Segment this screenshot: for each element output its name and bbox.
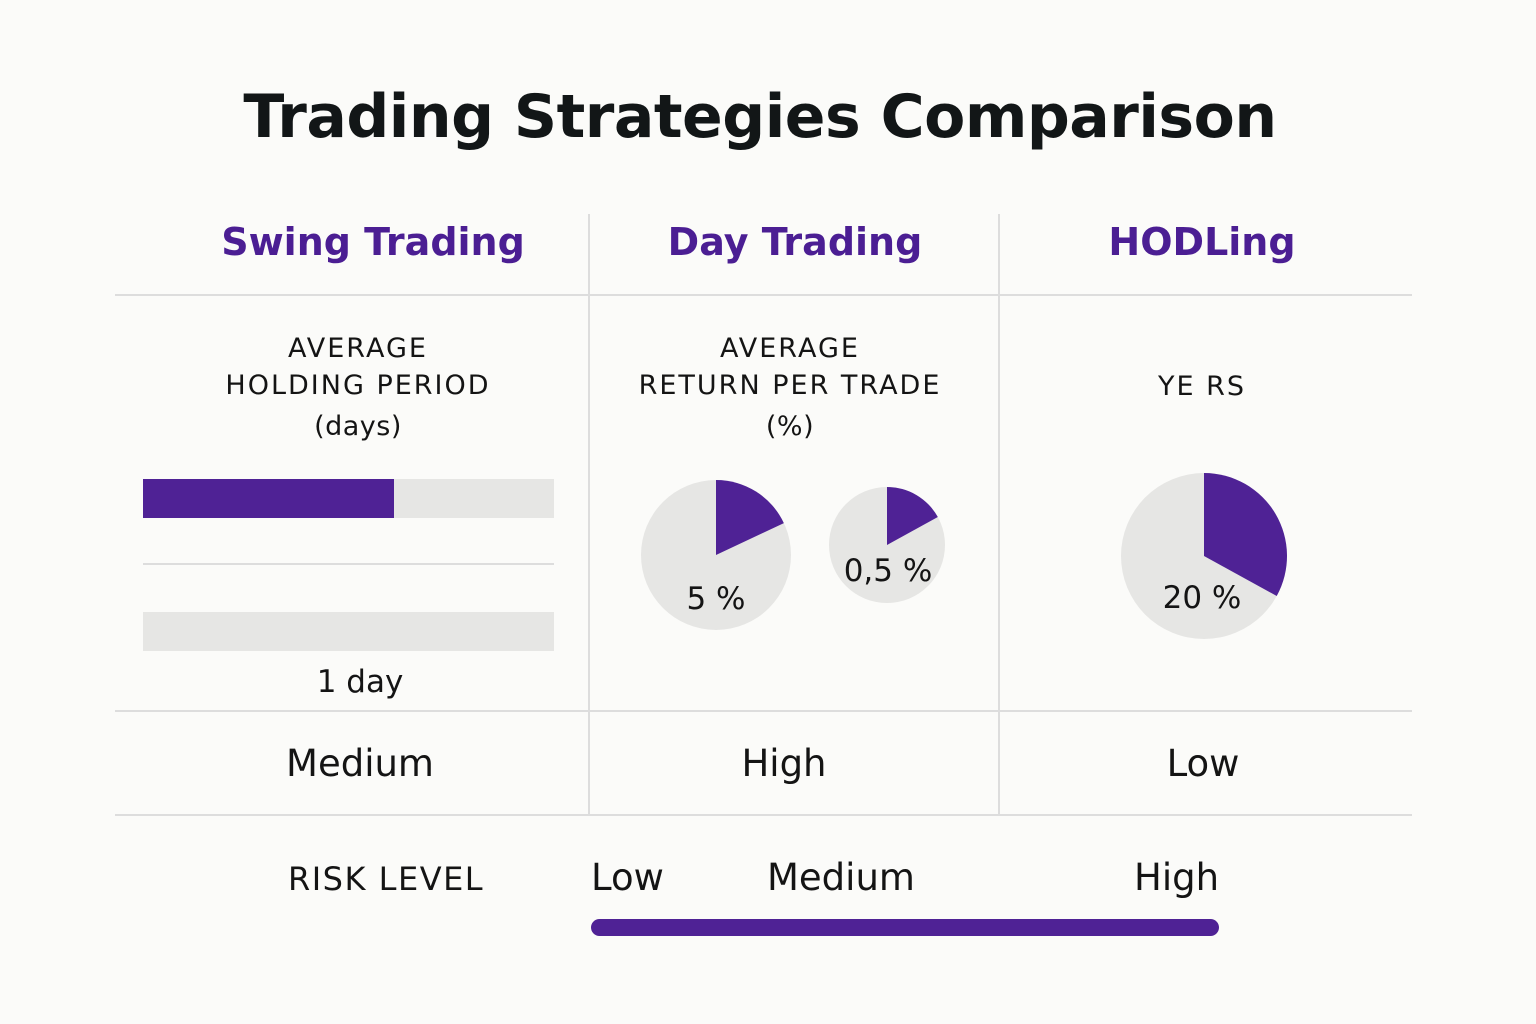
day-metric-line1: AVERAGE bbox=[720, 333, 860, 364]
swing-metric-unit: (days) bbox=[314, 411, 402, 442]
risk-value-hodl: Low bbox=[1166, 742, 1240, 785]
column-title-day-trading: Day Trading bbox=[667, 220, 923, 264]
hodl-metric-label: YE RS bbox=[1157, 371, 1247, 402]
pie-label-20: 20 % bbox=[1162, 580, 1242, 616]
day-metric-line2: RETURN PER TRADE bbox=[638, 370, 942, 401]
risk-scale-low: Low bbox=[591, 856, 664, 899]
pie-return-0-5-slice bbox=[887, 487, 938, 545]
pie-return-5 bbox=[641, 480, 791, 630]
return-pies bbox=[641, 480, 945, 630]
column-title-swing-trading: Swing Trading bbox=[221, 220, 525, 264]
holding-bar-track-2 bbox=[143, 612, 554, 651]
bar-separator bbox=[143, 563, 554, 565]
holding-bar-track-1 bbox=[143, 479, 554, 518]
chart-row-divider bbox=[115, 710, 1412, 712]
risk-value-swing: Medium bbox=[286, 742, 434, 785]
pie-label-0-5: 0,5 % bbox=[843, 553, 933, 589]
page-title: Trading Strategies Comparison bbox=[243, 82, 1277, 152]
header-divider bbox=[115, 294, 1412, 296]
pie-hodl-20-slice bbox=[1204, 473, 1287, 596]
swing-metric-line2: HOLDING PERIOD bbox=[225, 370, 491, 401]
swing-metric-line1: AVERAGE bbox=[288, 333, 428, 364]
column-divider-1 bbox=[588, 214, 590, 814]
pie-return-0-5 bbox=[829, 487, 945, 603]
risk-scale-bar bbox=[591, 919, 1219, 936]
risk-scale-high: High bbox=[1134, 856, 1220, 899]
holding-bar-fill-1 bbox=[143, 479, 394, 518]
swing-metric-label: AVERAGE HOLDING PERIOD (days) bbox=[148, 330, 568, 445]
column-divider-2 bbox=[998, 214, 1000, 814]
day-metric-label: AVERAGE RETURN PER TRADE (%) bbox=[590, 330, 990, 445]
pie-return-5-slice bbox=[716, 480, 784, 555]
pie-hodl-20 bbox=[1121, 473, 1287, 639]
hodl-pie bbox=[1121, 473, 1287, 639]
day-metric-unit: (%) bbox=[765, 411, 815, 442]
pie-label-5: 5 % bbox=[686, 581, 746, 617]
holding-bar-label: 1 day bbox=[316, 664, 404, 700]
risk-scale-medium: Medium bbox=[767, 856, 915, 899]
risk-level-title: RISK LEVEL bbox=[288, 860, 485, 898]
risk-row-divider bbox=[115, 814, 1412, 816]
column-title-hodling: HODLing bbox=[1108, 220, 1296, 264]
risk-value-day: High bbox=[741, 742, 827, 785]
